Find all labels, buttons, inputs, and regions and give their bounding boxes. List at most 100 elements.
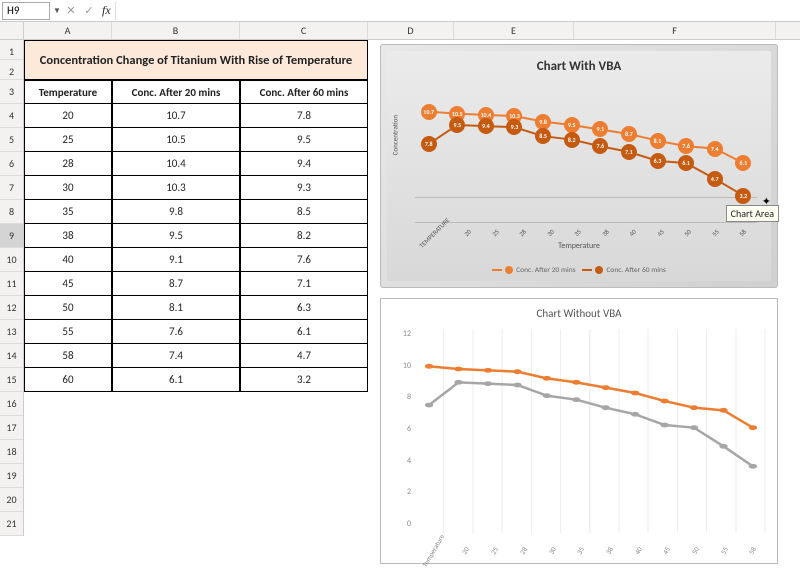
- col-header[interactable]: F: [574, 22, 776, 39]
- cell[interactable]: 7.8: [240, 104, 368, 128]
- chart1-xlabel: Temperature: [387, 241, 771, 251]
- data-marker: 6.3: [650, 153, 666, 169]
- row-header[interactable]: 7: [0, 176, 23, 200]
- cell[interactable]: 6.3: [240, 296, 368, 320]
- row-header[interactable]: 19: [0, 464, 23, 488]
- chart1-ylabel: Concentration: [391, 115, 400, 155]
- chart2-xticks: Temperature2025283035384045505558: [415, 546, 767, 555]
- fx-icon[interactable]: fx: [102, 3, 111, 18]
- worksheet[interactable]: Concentration Change of Titanium With Ri…: [24, 40, 800, 536]
- cell[interactable]: 9.3: [240, 176, 368, 200]
- table-row: 2810.49.4: [24, 152, 368, 176]
- cell[interactable]: 8.5: [240, 200, 368, 224]
- data-marker: 7.4: [707, 141, 723, 157]
- name-dropdown-icon[interactable]: ▼: [52, 6, 62, 16]
- row-header[interactable]: 13: [0, 320, 23, 344]
- chart-vba[interactable]: Chart With VBA Concentration 10.710.510.…: [380, 44, 778, 288]
- row-header[interactable]: 10: [0, 248, 23, 272]
- table-row: 587.44.7: [24, 344, 368, 368]
- row-header[interactable]: 17: [0, 416, 23, 440]
- chart1-title: Chart With VBA: [387, 51, 771, 78]
- cell[interactable]: 10.3: [112, 176, 240, 200]
- cell[interactable]: 7.1: [240, 272, 368, 296]
- row-header[interactable]: 6: [0, 152, 23, 176]
- cell[interactable]: 9.8: [112, 200, 240, 224]
- cell[interactable]: 45: [24, 272, 112, 296]
- cell[interactable]: 58: [24, 344, 112, 368]
- table-title: Concentration Change of Titanium With Ri…: [24, 40, 368, 80]
- table-row: 389.58.2: [24, 224, 368, 248]
- col-header[interactable]: A: [24, 22, 112, 39]
- cell[interactable]: 55: [24, 320, 112, 344]
- row-header[interactable]: 20: [0, 488, 23, 512]
- row-header[interactable]: 18: [0, 440, 23, 464]
- cell[interactable]: 3.2: [240, 368, 368, 392]
- col-header[interactable]: C: [240, 22, 368, 39]
- cell[interactable]: 9.1: [112, 248, 240, 272]
- cell[interactable]: 20: [24, 104, 112, 128]
- formula-input[interactable]: [115, 2, 800, 20]
- data-marker: 10.7: [421, 104, 437, 120]
- col-header[interactable]: D: [368, 22, 454, 39]
- row-header[interactable]: 3: [0, 80, 23, 104]
- row-header[interactable]: 14: [0, 344, 23, 368]
- data-marker: 8.1: [650, 133, 666, 149]
- row-header[interactable]: 15: [0, 368, 23, 392]
- cell[interactable]: 30: [24, 176, 112, 200]
- row-header[interactable]: 9: [0, 224, 23, 248]
- cell[interactable]: 50: [24, 296, 112, 320]
- chart2-plot: [415, 329, 767, 529]
- cancel-icon[interactable]: ✕: [62, 4, 80, 17]
- col-header-conc20: Conc. After 20 mins: [112, 80, 240, 104]
- data-marker: 7.8: [421, 136, 437, 152]
- table-row: 409.17.6: [24, 248, 368, 272]
- cell[interactable]: 7.6: [240, 248, 368, 272]
- row-header[interactable]: 2: [0, 60, 23, 80]
- chart1-xticks: TEMPERATURE2025283035384045505558: [415, 229, 757, 237]
- row-header[interactable]: 5: [0, 128, 23, 152]
- table-row: 508.16.3: [24, 296, 368, 320]
- formula-bar: ▼ ✕ ✓ fx: [0, 0, 800, 22]
- cell[interactable]: 8.2: [240, 224, 368, 248]
- row-header[interactable]: 11: [0, 272, 23, 296]
- cell[interactable]: 4.7: [240, 344, 368, 368]
- cell[interactable]: 6.1: [112, 368, 240, 392]
- col-header[interactable]: E: [454, 22, 574, 39]
- chart-no-vba[interactable]: Chart Without VBA 121086420 Temperature2…: [380, 298, 778, 564]
- table-row: 458.77.1: [24, 272, 368, 296]
- row-header[interactable]: 4: [0, 104, 23, 128]
- row-header[interactable]: 8: [0, 200, 23, 224]
- row-header[interactable]: 12: [0, 296, 23, 320]
- cell[interactable]: 9.5: [240, 128, 368, 152]
- cell[interactable]: 35: [24, 200, 112, 224]
- cell[interactable]: 10.7: [112, 104, 240, 128]
- cell[interactable]: 7.6: [112, 320, 240, 344]
- row-header[interactable]: 21: [0, 512, 23, 536]
- table-row: 2510.59.5: [24, 128, 368, 152]
- row-header[interactable]: 1: [0, 40, 23, 60]
- data-marker: 7.1: [621, 144, 637, 160]
- cell[interactable]: 8.7: [112, 272, 240, 296]
- cell[interactable]: 25: [24, 128, 112, 152]
- row-headers: 123456789101112131415161718192021: [0, 40, 24, 536]
- cell[interactable]: 40: [24, 248, 112, 272]
- chart1-plot: 10.710.510.410.39.89.59.18.78.17.67.46.1…: [415, 83, 757, 223]
- table-row: 359.88.5: [24, 200, 368, 224]
- row-header[interactable]: 16: [0, 392, 23, 416]
- cell[interactable]: 9.5: [112, 224, 240, 248]
- name-box[interactable]: [2, 2, 50, 20]
- cell[interactable]: 8.1: [112, 296, 240, 320]
- cell[interactable]: 6.1: [240, 320, 368, 344]
- cell[interactable]: 38: [24, 224, 112, 248]
- cell[interactable]: 10.4: [112, 152, 240, 176]
- col-header-conc60: Conc. After 60 mins: [240, 80, 368, 104]
- cell[interactable]: 7.4: [112, 344, 240, 368]
- confirm-icon[interactable]: ✓: [80, 4, 98, 17]
- cell[interactable]: 28: [24, 152, 112, 176]
- col-header[interactable]: B: [112, 22, 240, 39]
- data-marker: 4.7: [707, 171, 723, 187]
- cell[interactable]: 10.5: [112, 128, 240, 152]
- cell[interactable]: 9.4: [240, 152, 368, 176]
- select-all-corner[interactable]: [0, 22, 24, 39]
- cell[interactable]: 60: [24, 368, 112, 392]
